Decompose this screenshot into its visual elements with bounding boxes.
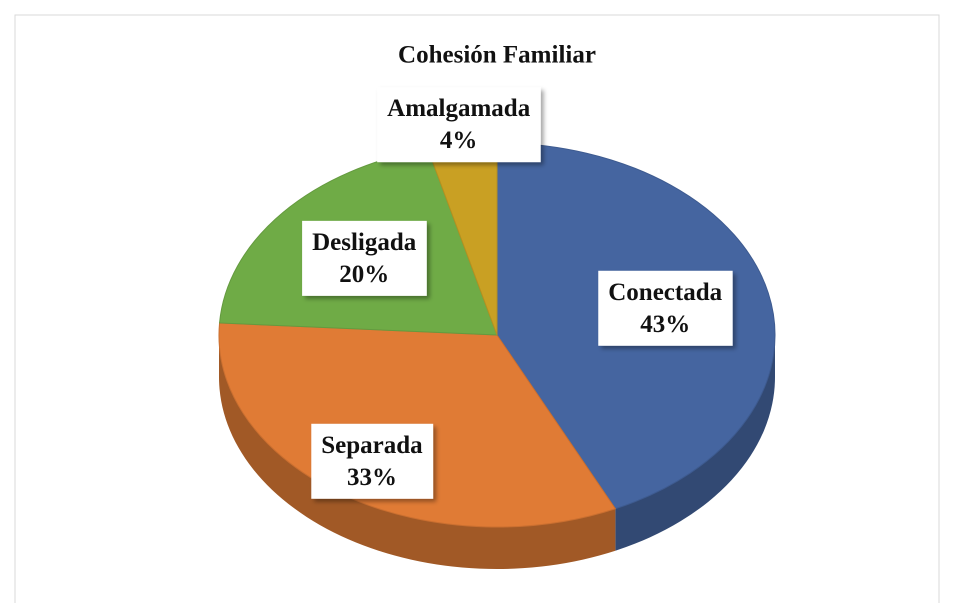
label-value: 20% [339, 261, 389, 288]
label-value: 33% [347, 464, 397, 491]
label-box [302, 220, 427, 296]
label-category: Separada [321, 432, 423, 459]
label-category: Desligada [312, 229, 417, 256]
slice-side [219, 335, 616, 569]
chart-title: Cohesión Familiar [398, 42, 596, 69]
label-box [598, 270, 733, 346]
label-category: Amalgamada [387, 95, 531, 122]
data-label: Conectada 43% [598, 270, 733, 346]
slice-side [615, 335, 775, 551]
data-label: Desligada 20% [302, 220, 427, 296]
label-category: Conectada [608, 279, 722, 306]
data-label: Separada 33% [311, 423, 434, 499]
labels: Conectada 43% Separada 33% Desligada 20% Amalg… [302, 87, 733, 499]
label-box [377, 87, 541, 163]
pie [218, 142, 776, 569]
label-box [311, 423, 434, 499]
label-value: 4% [440, 127, 478, 154]
data-label: Amalgamada 4% [377, 87, 541, 163]
label-value: 43% [640, 311, 690, 338]
